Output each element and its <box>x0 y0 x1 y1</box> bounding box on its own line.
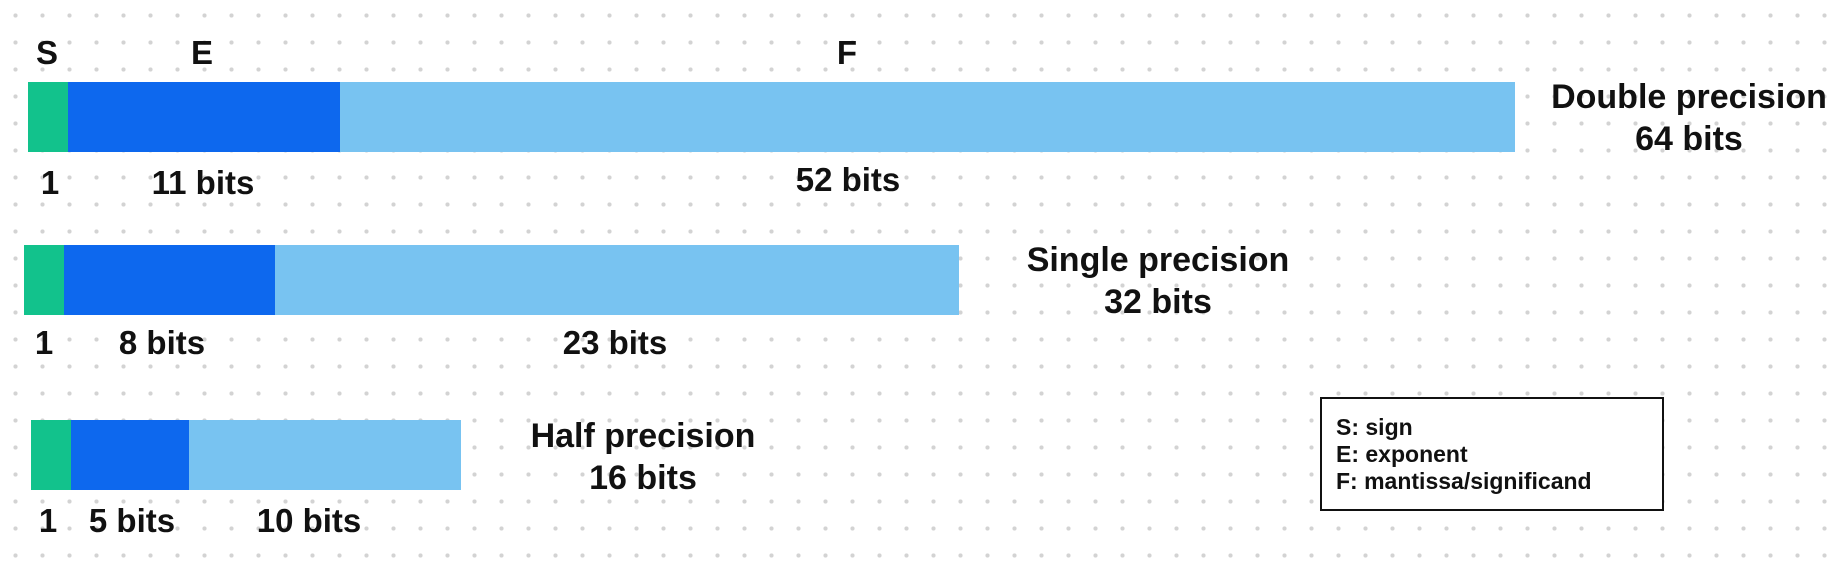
half-precision-title: Half precision 16 bits <box>531 415 756 499</box>
double-mantissa-bits-label: 52 bits <box>795 161 901 198</box>
half-mantissa-bits-label: 10 bits <box>256 502 362 539</box>
legend-mantissa: F: mantissa/significand <box>1336 468 1592 494</box>
mantissa-field-header: F <box>836 34 858 71</box>
half-exponent-segment <box>71 420 189 490</box>
single-sign-bits-label: 1 <box>34 324 54 361</box>
half-mantissa-segment <box>189 420 461 490</box>
single-precision-title: Single precision 32 bits <box>1027 239 1290 323</box>
double-precision-title: Double precision 64 bits <box>1551 76 1827 160</box>
half-sign-segment <box>31 420 71 490</box>
half-precision-name: Half precision <box>530 417 756 455</box>
double-precision-name: Double precision <box>1551 78 1827 116</box>
sign-field-header: S <box>35 34 59 71</box>
single-exponent-segment <box>64 245 275 315</box>
single-precision-name: Single precision <box>1026 241 1290 279</box>
half-exponent-bits-label: 5 bits <box>88 502 176 539</box>
double-sign-bits-label: 1 <box>40 164 60 201</box>
exponent-field-header: E <box>190 34 214 71</box>
double-exponent-bits-label: 11 bits <box>151 164 255 201</box>
legend-box: S: sign E: exponent F: mantissa/signific… <box>1320 397 1664 511</box>
single-mantissa-segment <box>275 245 959 315</box>
single-mantissa-bits-label: 23 bits <box>562 324 668 361</box>
double-sign-segment <box>28 82 68 152</box>
double-precision-size: 64 bits <box>1635 120 1743 158</box>
half-sign-bits-label: 1 <box>38 502 58 539</box>
legend-exponent: E: exponent <box>1336 441 1468 467</box>
double-mantissa-segment <box>340 82 1515 152</box>
single-sign-segment <box>24 245 64 315</box>
single-precision-size: 32 bits <box>1104 283 1212 321</box>
double-exponent-segment <box>68 82 340 152</box>
legend-sign: S: sign <box>1336 414 1413 440</box>
half-precision-size: 16 bits <box>589 459 697 497</box>
single-exponent-bits-label: 8 bits <box>118 324 206 361</box>
